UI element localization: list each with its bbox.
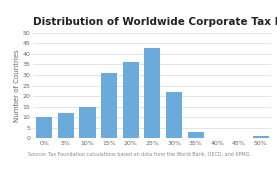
Bar	[122, 62, 139, 138]
Bar	[101, 73, 117, 138]
Text: @TaxFoundation: @TaxFoundation	[213, 170, 271, 176]
Y-axis label: Number of Countries: Number of Countries	[14, 49, 20, 122]
Text: TAX FOUNDATION: TAX FOUNDATION	[6, 170, 76, 176]
Bar	[36, 117, 52, 138]
Text: Source: Tax Foundation calculations based on data from the World Bank, OECD, and: Source: Tax Foundation calculations base…	[28, 151, 251, 156]
Bar	[166, 92, 182, 138]
Text: Distribution of Worldwide Corporate Tax Rates, 2015: Distribution of Worldwide Corporate Tax …	[33, 17, 277, 27]
Bar	[144, 48, 160, 138]
Bar	[188, 132, 204, 138]
Bar	[79, 107, 96, 138]
Bar	[253, 136, 269, 138]
Bar	[58, 113, 74, 138]
